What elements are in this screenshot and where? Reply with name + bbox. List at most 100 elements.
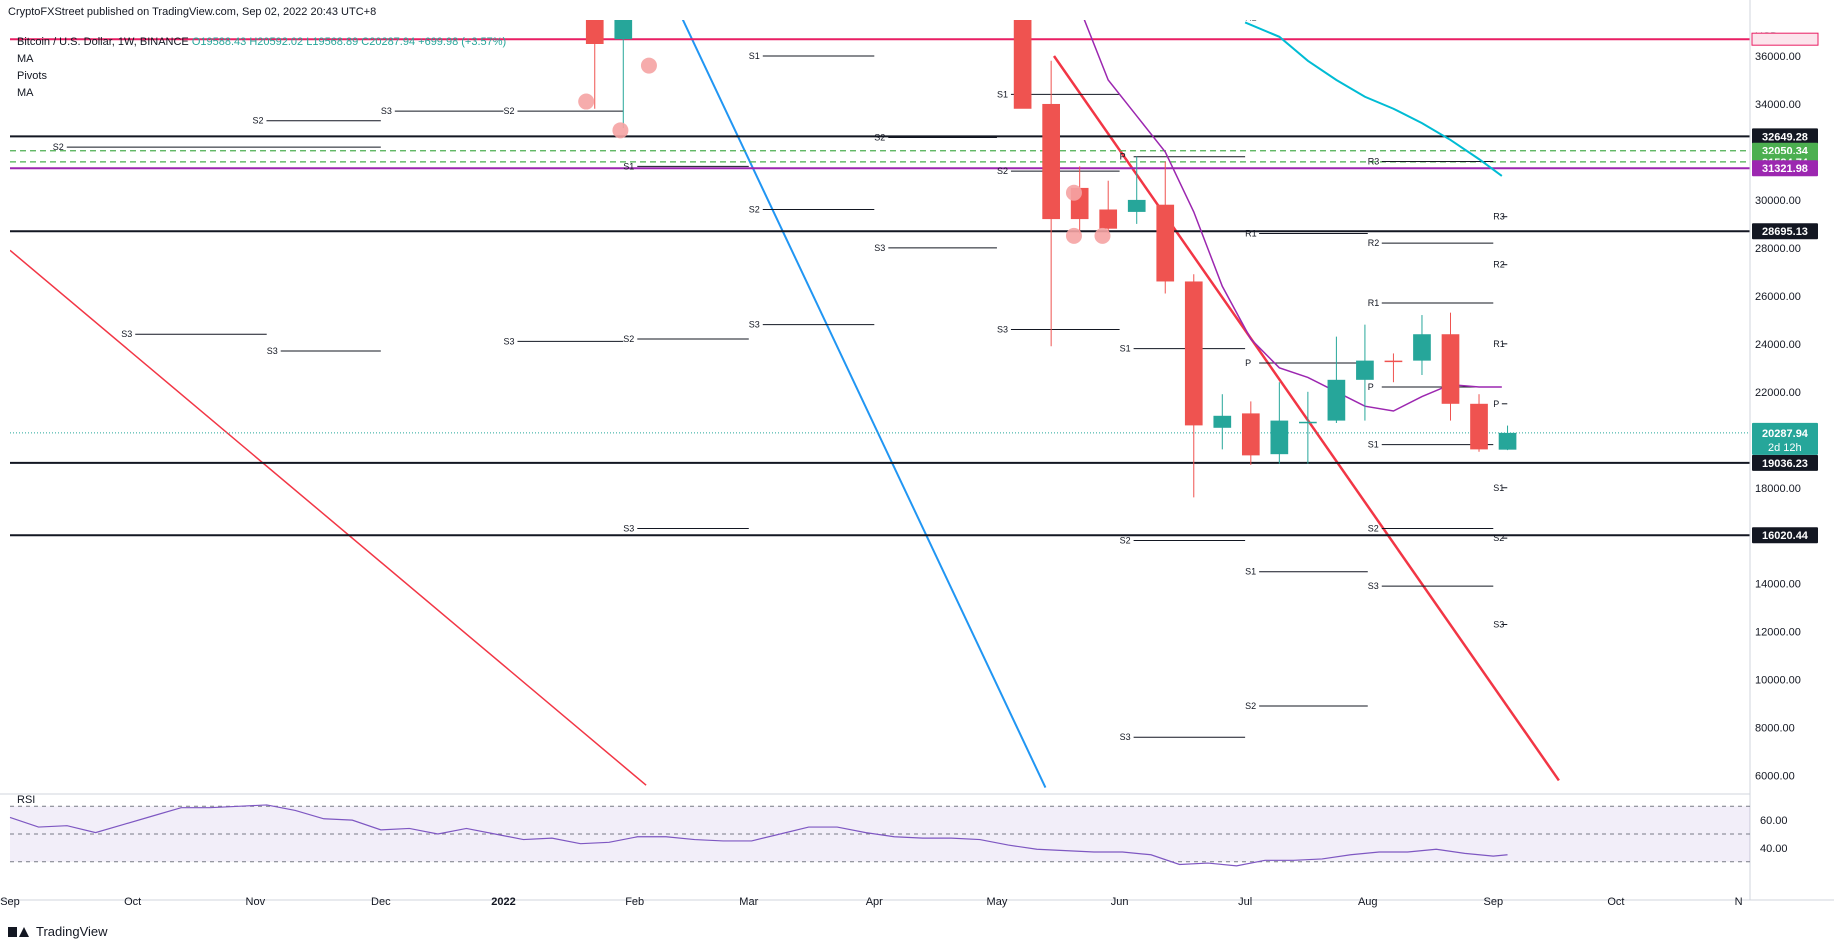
time-tick-0: Sep: [0, 896, 20, 908]
pivot-level-6: S2: [749, 205, 875, 215]
tradingview-footer[interactable]: TradingView: [8, 924, 108, 939]
pivot-level-13: S3: [749, 320, 875, 330]
pivot-label-10: S3: [267, 346, 278, 356]
pivot-level-5: S1: [749, 51, 875, 61]
time-tick-11: Aug: [1358, 896, 1378, 908]
candle-body-3: [1042, 103, 1060, 220]
price-badge-4: 31321.98: [1752, 160, 1818, 177]
pivot-label-27: R3: [1368, 157, 1380, 167]
time-tick-6: Mar: [739, 896, 758, 908]
candle-body-5: [1099, 209, 1118, 229]
ma-purple-line: [1083, 20, 1502, 412]
price-tick-9: 24000.00: [1755, 339, 1801, 351]
pivot-level-17: S3: [997, 324, 1120, 334]
candle-body-2: [1013, 20, 1032, 109]
legend-symbol[interactable]: Bitcoin / U.S. Dollar, 1W, BINANCE: [17, 36, 189, 48]
price-badge-5: 28695.13: [1752, 223, 1818, 240]
pivot-label-36: R1: [1493, 339, 1505, 349]
candle-body-1: [614, 20, 633, 40]
pivot-level-35: R2: [1493, 260, 1508, 270]
price-badge-label-4: 31321.98: [1762, 163, 1808, 175]
time-tick-13: Oct: [1607, 896, 1624, 908]
pivot-label-13: S3: [749, 320, 760, 330]
pivot-level-22: P: [1245, 358, 1368, 368]
price-badge-bg-7: [1752, 527, 1818, 544]
pivot-level-15: S2: [997, 166, 1120, 176]
legend-indicator-ma-2[interactable]: MA: [17, 87, 34, 99]
rsi-band-fill: [10, 806, 1750, 862]
price-tick-15: 36000.00: [1755, 51, 1801, 63]
pivot-label-18: S1: [1120, 344, 1131, 354]
price-tick-0: 6000.00: [1755, 771, 1795, 783]
price-tick-6: 18000.00: [1755, 483, 1801, 495]
time-tick-14: N: [1735, 896, 1743, 908]
candle-body-9: [1213, 415, 1232, 428]
candle-11: [1270, 382, 1289, 464]
pivot-level-18: S1: [1120, 344, 1246, 354]
pivot-label-37: P: [1493, 399, 1499, 409]
candle-body-6: [1127, 199, 1146, 212]
pivot-level-1: S2: [53, 142, 381, 152]
candle-0: [585, 20, 604, 109]
pivot-label-23: S1: [1245, 567, 1256, 577]
time-tick-5: Feb: [625, 896, 644, 908]
candle-body-18: [1470, 403, 1488, 450]
pivot-label-16: P: [1120, 152, 1126, 162]
magenta-level-tag: [1751, 32, 1819, 46]
price-badge-7: 16020.44: [1752, 527, 1818, 544]
pivot-label-2: S3: [381, 106, 392, 116]
pivot-level-40: S3: [1493, 619, 1508, 629]
pivot-level-9: S3: [121, 329, 267, 339]
current-price-badge: 20287.94 2d 12h: [1752, 422, 1818, 455]
candle-14: [1356, 324, 1374, 421]
candle-body-19: [1498, 432, 1517, 450]
legend-symbol-row: Bitcoin / U.S. Dollar, 1W, BINANCE O1958…: [17, 34, 506, 51]
candle-body-12: [1299, 421, 1317, 424]
pivot-level-39: S2: [1493, 533, 1508, 543]
pivot-label-15: S2: [997, 166, 1008, 176]
main-pane: S2 S2 S3 S2 S1 S1 S2 S3 S2 S3 S3 S3 S2 S3 S1 S2 P S3 S1 S3 S…: [10, 20, 1750, 789]
pivot-label-14: S1: [997, 89, 1008, 99]
candle-body-14: [1356, 360, 1374, 380]
price-badge-label-5: 28695.13: [1762, 226, 1808, 238]
pivot-label-0: S2: [252, 116, 263, 126]
pivot-label-25: S3: [1120, 732, 1131, 742]
pivot-label-7: S3: [874, 243, 885, 253]
price-tick-11: 28000.00: [1755, 243, 1801, 255]
time-tick-10: Jul: [1238, 896, 1252, 908]
pivot-label-34: R3: [1493, 212, 1505, 222]
candle-6: [1127, 156, 1146, 224]
legend-indicator-pivots[interactable]: Pivots: [17, 70, 47, 82]
pivot-level-37: P: [1493, 399, 1508, 409]
pivot-label-20: S2: [1120, 536, 1131, 546]
pivot-level-3: S2: [503, 106, 624, 116]
price-badge-6: 19036.23: [1752, 454, 1818, 471]
publisher-header: CryptoFXStreet published on TradingView.…: [8, 6, 377, 18]
legend-indicator-ma[interactable]: MA: [17, 53, 34, 65]
candle-17: [1441, 312, 1460, 421]
trend-line-0: [10, 249, 647, 786]
pivot-label-5: S1: [749, 51, 760, 61]
price-badge-bg-5: [1752, 223, 1818, 240]
rsi-pane: RSI 40.00 60.00: [9, 794, 1788, 867]
pivot-level-36: R1: [1493, 339, 1508, 349]
price-tick-4: 14000.00: [1755, 579, 1801, 591]
candle-5: [1099, 180, 1118, 234]
pivot-label-3: S2: [503, 106, 514, 116]
time-tick-9: Jun: [1111, 896, 1129, 908]
price-tick-10: 26000.00: [1755, 291, 1801, 303]
tradingview-logo-icon: [8, 925, 30, 939]
time-tick-3: Dec: [371, 896, 391, 908]
pivot-label-35: R2: [1493, 260, 1505, 270]
price-badge-label-7: 16020.44: [1762, 530, 1809, 542]
pivot-level-20: S2: [1120, 536, 1246, 546]
candle-8: [1184, 274, 1203, 498]
pivot-level-12: S2: [623, 334, 749, 344]
pivot-level-19: S3: [623, 524, 749, 534]
candle-12: [1299, 391, 1317, 464]
time-axis: Sep Oct Nov Dec 2022 Feb Mar Apr May Jun Jul Aug Sep…: [0, 896, 1742, 908]
pivot-label-40: S3: [1493, 619, 1504, 629]
candle-body-8: [1184, 281, 1203, 426]
pivot-marker-5: [1065, 184, 1082, 201]
